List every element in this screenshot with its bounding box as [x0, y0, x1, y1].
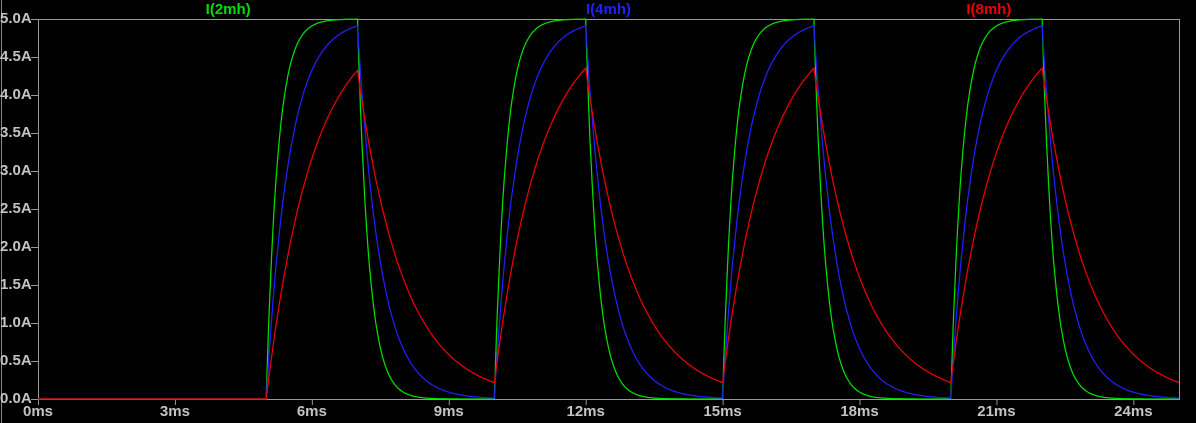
y-axis-tick-label: 0.0A [0, 390, 32, 407]
y-axis-tick-label: 0.5A [0, 352, 32, 369]
trace-label-i2mh[interactable]: I(2mh) [205, 1, 251, 18]
y-axis-tick-label: 2.5A [0, 200, 32, 217]
x-axis-tick-label: 3ms [159, 403, 190, 420]
x-axis-tick-label: 15ms [703, 403, 742, 420]
y-axis-tick-label: 1.0A [0, 314, 32, 331]
trace-curve-i8mh [38, 66, 1180, 400]
x-axis-tick-label: 0ms [22, 403, 54, 420]
y-axis-tick-label: 5.0A [0, 10, 32, 27]
trace-curve-i2mh [38, 18, 1179, 400]
y-axis-tick-label: 2.0A [0, 238, 32, 255]
plot-border [38, 19, 1180, 400]
x-axis-tick-label: 24ms [1114, 403, 1153, 420]
pane-left-edge [1, 0, 2, 423]
y-axis-tick-label: 4.5A [0, 48, 32, 65]
y-axis-tick-label: 3.5A [0, 124, 32, 141]
y-axis-tick-label: 4.0A [0, 86, 32, 103]
x-axis-tick-label: 21ms [977, 403, 1016, 420]
trace-label-i8mh[interactable]: I(8mh) [966, 1, 1012, 18]
x-axis-tick-label: 12ms [566, 403, 605, 420]
x-axis-tick-label: 6ms [296, 403, 327, 420]
x-axis-tick-label: 9ms [433, 403, 464, 420]
y-axis-tick-label: 3.0A [0, 162, 32, 179]
trace-label-i4mh[interactable]: I(4mh) [586, 1, 631, 18]
y-axis-tick-label: 1.5A [0, 276, 32, 293]
trace-curve-i4mh [38, 25, 1180, 400]
x-axis-tick-label: 18ms [840, 403, 879, 420]
